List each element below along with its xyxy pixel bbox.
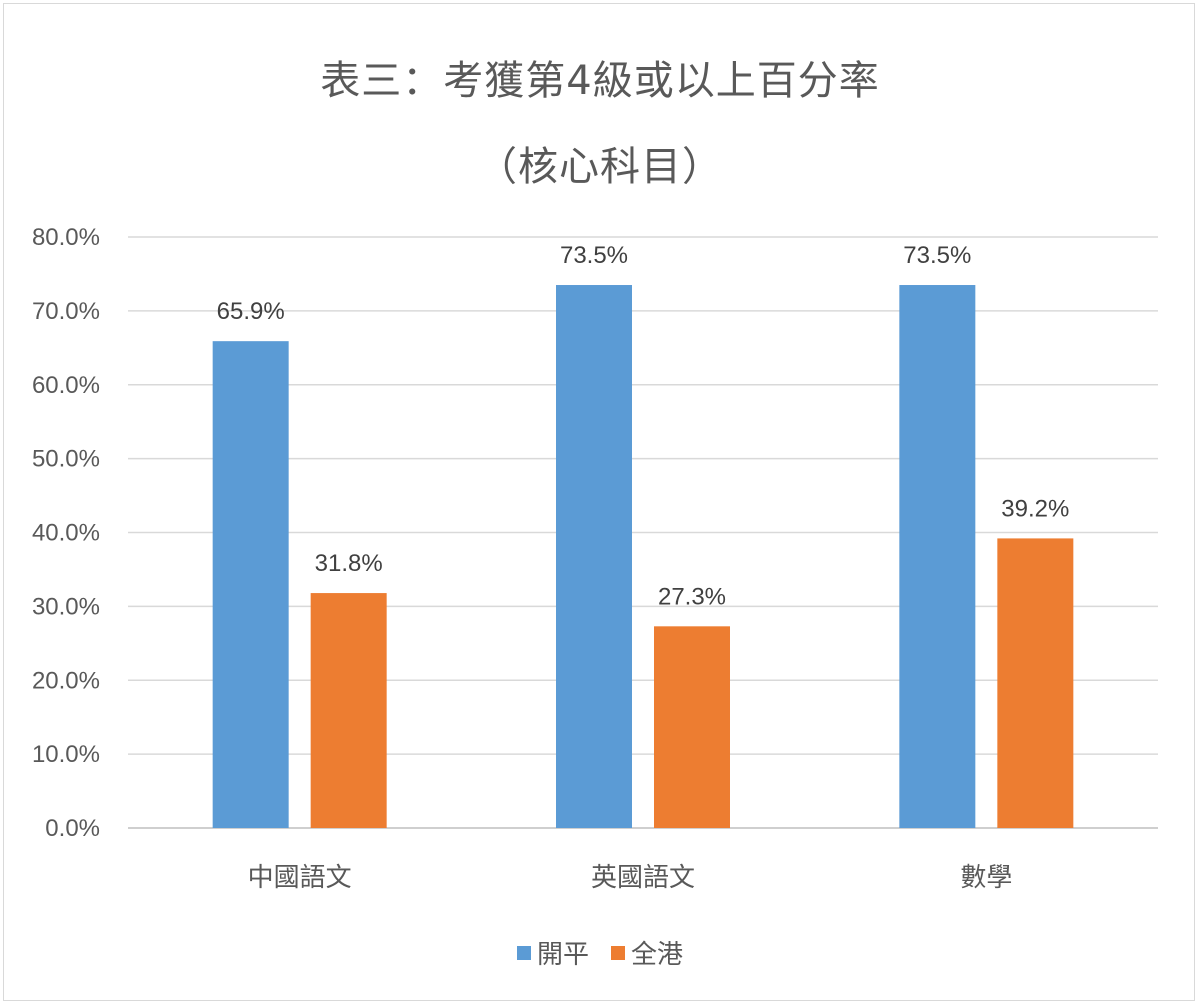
bar-series-0	[212, 341, 289, 828]
category-label: 中國語文	[248, 863, 352, 893]
y-tick-label: 40.0%	[32, 520, 100, 547]
chart-legend: 開平 全港	[0, 934, 1200, 971]
data-label: 27.3%	[658, 583, 726, 610]
y-tick-label: 70.0%	[32, 298, 100, 325]
bar-series-0	[556, 285, 632, 828]
bar-series-1	[654, 626, 730, 828]
bar-series-0	[899, 285, 976, 828]
category-label: 數學	[960, 863, 1012, 893]
y-tick-label: 10.0%	[32, 741, 100, 768]
y-tick-label: 80.0%	[32, 224, 100, 251]
y-tick-label: 30.0%	[32, 593, 100, 620]
y-tick-label: 60.0%	[32, 372, 100, 399]
y-tick-label: 50.0%	[32, 446, 100, 473]
chart-subtitle: （核心科目）	[477, 144, 723, 190]
data-label: 65.9%	[217, 298, 285, 325]
legend-item-series-1: 全港	[611, 934, 683, 971]
category-label: 英國語文	[591, 863, 695, 893]
legend-label-series-0: 開平	[536, 940, 589, 970]
data-label: 73.5%	[903, 242, 971, 269]
legend-item-series-0: 開平	[516, 934, 589, 971]
legend-swatch-series-0	[516, 945, 531, 960]
data-label: 31.8%	[315, 550, 383, 577]
bar-series-1	[997, 538, 1074, 828]
y-tick-label: 0.0%	[45, 815, 100, 842]
data-label: 73.5%	[560, 242, 628, 269]
legend-label-series-1: 全港	[631, 940, 684, 970]
chart-title: 表三：考獲第4級或以上百分率	[320, 58, 880, 104]
y-tick-label: 20.0%	[32, 667, 100, 694]
data-label: 39.2%	[1001, 495, 1069, 522]
bar-series-1	[310, 593, 387, 828]
legend-swatch-series-1	[611, 945, 625, 960]
